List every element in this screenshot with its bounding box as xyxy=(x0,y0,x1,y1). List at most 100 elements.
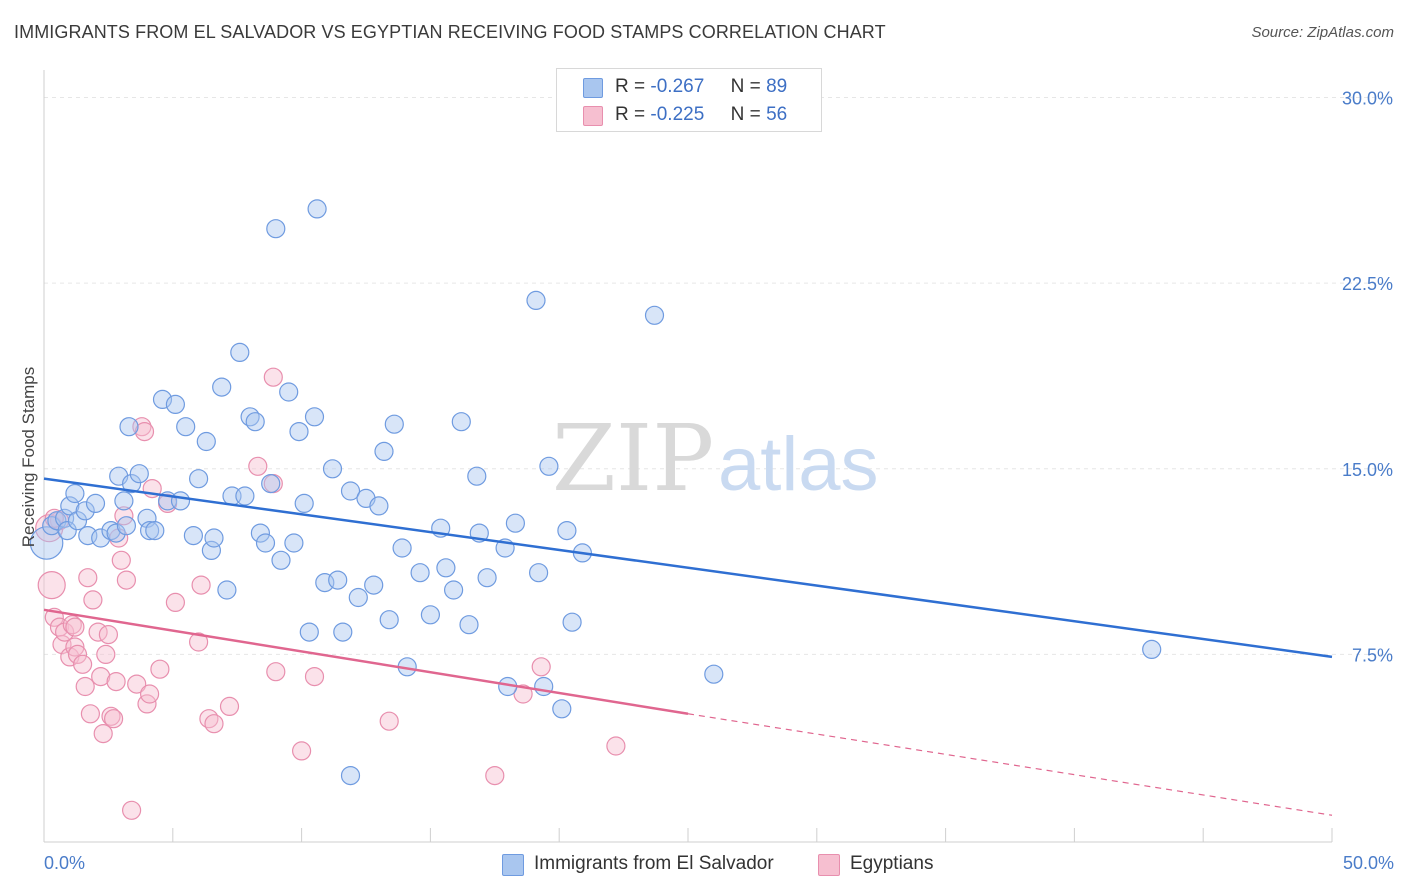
el-salvador-point xyxy=(374,441,394,461)
legend-r-value-blue: -0.267 xyxy=(650,76,705,97)
egyptians-point xyxy=(80,704,101,724)
el-salvador-point xyxy=(65,483,85,504)
watermark-atlas: atlas xyxy=(718,422,879,507)
el-salvador-point xyxy=(539,456,559,476)
egyptians-point xyxy=(379,711,399,731)
el-salvador-point xyxy=(379,610,399,630)
bottom-legend-label-egyptians: Egyptians xyxy=(850,853,934,874)
legend-r-label: R = xyxy=(615,104,646,125)
egyptians-point xyxy=(65,617,85,637)
el-salvador-point xyxy=(189,469,209,489)
el-salvador-point xyxy=(420,605,440,625)
el-salvador-point xyxy=(505,513,526,533)
el-salvador-point xyxy=(704,664,724,684)
y-axis-label: Receiving Food Stamps xyxy=(19,367,38,547)
el-salvador-point xyxy=(552,699,572,719)
egyptians-point xyxy=(44,508,64,528)
bottom-legend-swatch-pink xyxy=(818,854,840,876)
el-salvador-point xyxy=(129,464,149,484)
egyptians-point xyxy=(219,696,240,717)
x-ticks xyxy=(43,828,1333,842)
el-salvador-point xyxy=(212,377,232,397)
el-salvador-point xyxy=(106,523,126,543)
el-salvador-point xyxy=(477,568,497,588)
el-salvador-point xyxy=(255,533,276,553)
el-salvador-point xyxy=(60,496,80,516)
el-salvador-point xyxy=(122,474,142,494)
el-salvador-point xyxy=(451,412,471,432)
legend-swatch-blue xyxy=(583,78,603,98)
y-tick-label: 7.5% xyxy=(1352,645,1393,665)
el-salvador-point xyxy=(1142,639,1162,660)
source-label: Source: ZipAtlas.com xyxy=(1251,24,1394,41)
el-salvador-point xyxy=(392,538,412,558)
el-salvador-point xyxy=(183,525,203,546)
egyptians-point xyxy=(91,666,111,687)
egyptians-point xyxy=(165,592,185,613)
el-salvador-point xyxy=(340,765,361,786)
egyptians-trend-line xyxy=(43,608,689,716)
egyptians-point xyxy=(103,709,124,729)
el-salvador-point xyxy=(436,558,456,578)
egyptians-point xyxy=(150,659,170,679)
el-salvador-point xyxy=(145,520,165,541)
el-salvador-point xyxy=(459,615,479,635)
el-salvador-point xyxy=(328,570,348,590)
egyptians-point xyxy=(127,674,147,694)
y-tick-label: 30.0% xyxy=(1342,89,1393,109)
el-salvador-point xyxy=(348,587,368,608)
egyptians-point xyxy=(134,422,155,442)
el-salvador-point xyxy=(304,407,325,427)
egyptians-trend-extension xyxy=(687,713,1333,816)
el-salvador-point xyxy=(245,412,265,432)
chart-title: IMMIGRANTS FROM EL SALVADOR VS EGYPTIAN … xyxy=(14,22,886,42)
el-salvador-trend-line xyxy=(43,477,1333,659)
el-salvador-point xyxy=(176,417,196,437)
el-salvador-point xyxy=(644,305,665,325)
el-salvador-point xyxy=(284,533,304,553)
el-salvador-point xyxy=(217,580,237,600)
egyptians-point xyxy=(96,644,116,665)
egyptians-point xyxy=(248,456,268,476)
el-salvador-point xyxy=(307,199,327,219)
legend-n-value-blue: 89 xyxy=(766,76,788,97)
egyptians-point xyxy=(485,765,505,786)
el-salvador-point xyxy=(85,493,106,513)
el-salvador-point xyxy=(204,528,224,548)
legend-n-value-pink: 56 xyxy=(766,104,788,125)
el-salvador-point xyxy=(289,422,309,442)
el-salvador-point xyxy=(410,563,430,583)
egyptians-point xyxy=(98,624,119,645)
egyptians-point xyxy=(93,723,113,744)
el-salvador-point xyxy=(196,431,216,452)
el-salvador-point xyxy=(91,528,111,548)
el-salvador-point xyxy=(364,575,384,595)
el-salvador-point xyxy=(201,540,221,561)
el-salvador-point xyxy=(526,290,546,310)
gridlines xyxy=(44,97,1392,655)
el-salvador-point xyxy=(75,501,95,521)
el-salvador-point xyxy=(279,382,299,402)
legend-n-label: N = xyxy=(730,76,761,97)
egyptians-point xyxy=(101,706,121,726)
egyptians-point xyxy=(78,568,98,588)
egyptians-point xyxy=(62,615,82,635)
el-salvador-point xyxy=(562,612,582,632)
el-salvador-point xyxy=(322,459,343,479)
el-salvador-point xyxy=(557,520,577,541)
el-salvador-point xyxy=(230,342,250,362)
egyptians-point xyxy=(189,632,209,652)
el-salvador-point xyxy=(140,520,160,541)
el-salvador-point xyxy=(165,394,185,414)
el-salvador-point xyxy=(294,493,314,513)
watermark-zip: ZIP xyxy=(552,405,714,512)
legend-r-label: R = xyxy=(615,76,646,97)
egyptians-point xyxy=(37,570,66,600)
watermark: ZIP atlas xyxy=(552,405,879,512)
el-salvador-point xyxy=(235,486,255,506)
el-salvador-point xyxy=(333,622,353,642)
egyptians-point xyxy=(65,637,85,657)
y-tick-labels: 7.5% 15.0% 22.5% 30.0% xyxy=(1342,89,1393,666)
egyptians-point xyxy=(75,676,95,697)
el-salvador-point xyxy=(384,414,404,434)
